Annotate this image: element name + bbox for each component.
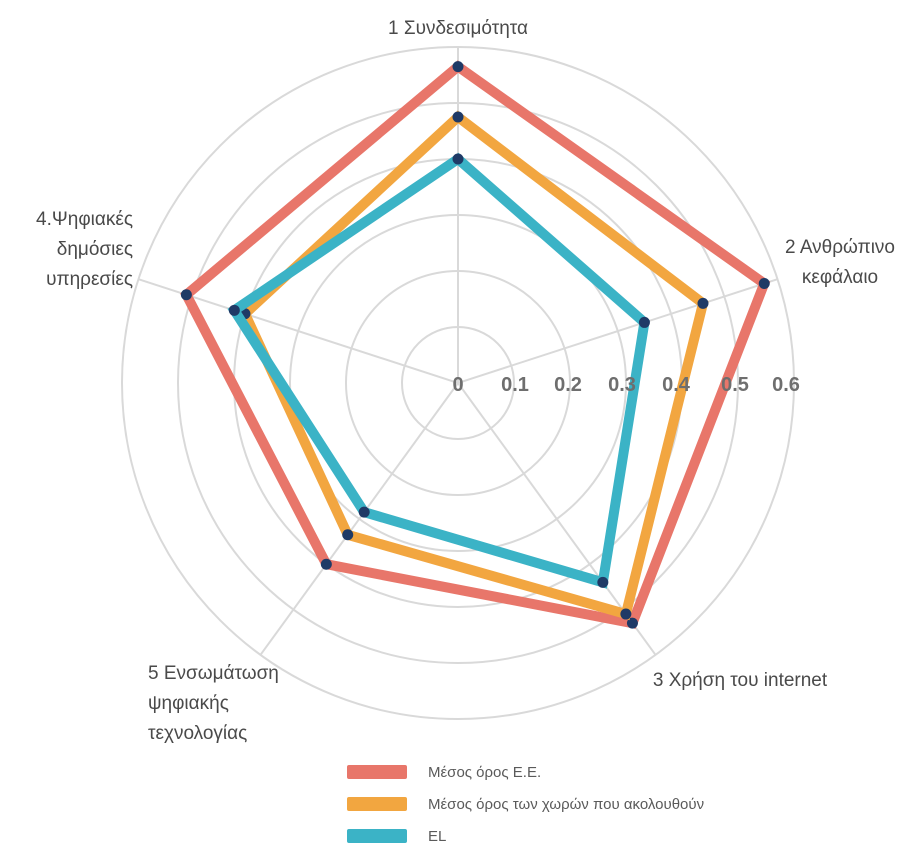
axis-label: 2 Ανθρώπινο <box>785 237 895 258</box>
tick-label: 0.4 <box>662 374 691 396</box>
legend-swatch <box>347 797 407 811</box>
axis-label: 1 Συνδεσιμότητα <box>388 18 528 39</box>
tick-label: 0.2 <box>554 374 582 396</box>
series-line <box>234 159 644 582</box>
legend-label: EL <box>428 828 446 843</box>
legend-label: Μέσος όρος των χωρών που ακολουθούν <box>428 796 704 813</box>
axis-label: τεχνολογίας <box>148 723 247 744</box>
legend-item: Μέσος όρος των χωρών που ακολουθούν <box>347 796 704 813</box>
axis-label: δημόσιες <box>57 239 133 260</box>
legend-label: Μέσος όρος Ε.Ε. <box>428 764 541 781</box>
data-point <box>453 112 464 123</box>
data-point <box>181 289 192 300</box>
axis-label: υπηρεσίες <box>46 269 133 290</box>
data-point <box>453 61 464 72</box>
axis-label: ψηφιακής <box>148 693 229 714</box>
legend-swatch <box>347 829 407 843</box>
tick-label: 0 <box>452 374 463 396</box>
data-point <box>597 577 608 588</box>
data-point <box>697 298 708 309</box>
legend-item: Μέσος όρος Ε.Ε. <box>347 764 541 781</box>
data-point <box>759 278 770 289</box>
axis-label: 5 Ενσωμάτωση <box>148 663 279 684</box>
data-point <box>321 559 332 570</box>
data-point <box>229 305 240 316</box>
tick-label: 0.1 <box>501 374 529 396</box>
tick-label: 0.6 <box>772 374 800 396</box>
data-point <box>639 317 650 328</box>
data-point <box>620 609 631 620</box>
legend-item: EL <box>347 828 446 843</box>
axis-label: κεφάλαιο <box>802 267 878 288</box>
tick-label: 0.3 <box>608 374 636 396</box>
data-point <box>342 529 353 540</box>
data-point <box>359 507 370 518</box>
axis-spoke <box>261 383 458 655</box>
axis-label: 4.Ψηφιακές <box>36 209 133 230</box>
radial-ticks: 0 0.1 0.2 0.3 0.4 0.5 0.6 <box>452 374 799 396</box>
legend-swatch <box>347 765 407 779</box>
legend: Μέσος όρος Ε.Ε. Μέσος όρος των χωρών που … <box>347 764 704 843</box>
axis-label: 3 Χρήση του internet <box>653 670 828 691</box>
data-point <box>453 154 464 165</box>
tick-label: 0.5 <box>721 374 749 396</box>
radar-series <box>181 61 770 629</box>
